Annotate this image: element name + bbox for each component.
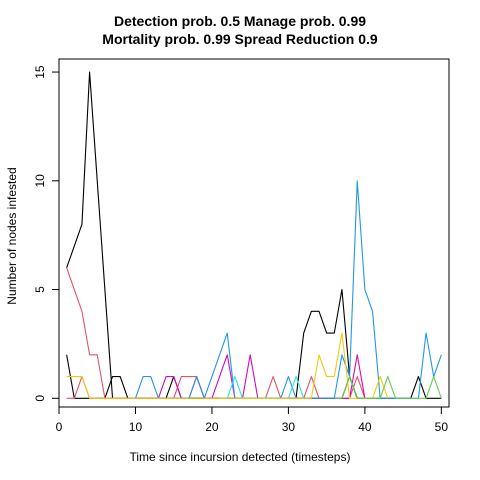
chart-title-line-2: Mortality prob. 0.99 Spread Reduction 0.… — [102, 31, 378, 47]
x-tick-label: 20 — [205, 420, 219, 434]
x-tick-label: 10 — [129, 420, 143, 434]
series-line-1 — [66, 288, 442, 399]
x-axis-label: Time since incursion detected (timesteps… — [129, 450, 351, 464]
series-line-9 — [334, 375, 442, 399]
series-line-4 — [66, 375, 136, 399]
y-tick-label: 10 — [33, 174, 47, 188]
y-axis: 0 5 10 15 — [33, 65, 60, 402]
x-axis: 0 10 20 30 40 50 — [56, 406, 449, 434]
x-tick-label: 30 — [282, 420, 296, 434]
plot-frame — [58, 58, 450, 408]
series-line-8 — [66, 332, 389, 399]
x-tick-label: 50 — [435, 420, 449, 434]
series-line-2 — [66, 71, 365, 399]
series-layer — [66, 71, 442, 399]
y-tick-label: 15 — [33, 65, 47, 79]
chart-title-line-1: Detection prob. 0.5 Manage prob. 0.99 — [113, 13, 367, 29]
y-tick-label: 5 — [33, 286, 47, 293]
series-line-6 — [127, 180, 442, 399]
y-tick-label: 0 — [33, 395, 47, 402]
y-axis-label: Number of nodes infested — [5, 167, 19, 305]
x-tick-label: 40 — [358, 420, 372, 434]
x-tick-label: 0 — [56, 420, 63, 434]
